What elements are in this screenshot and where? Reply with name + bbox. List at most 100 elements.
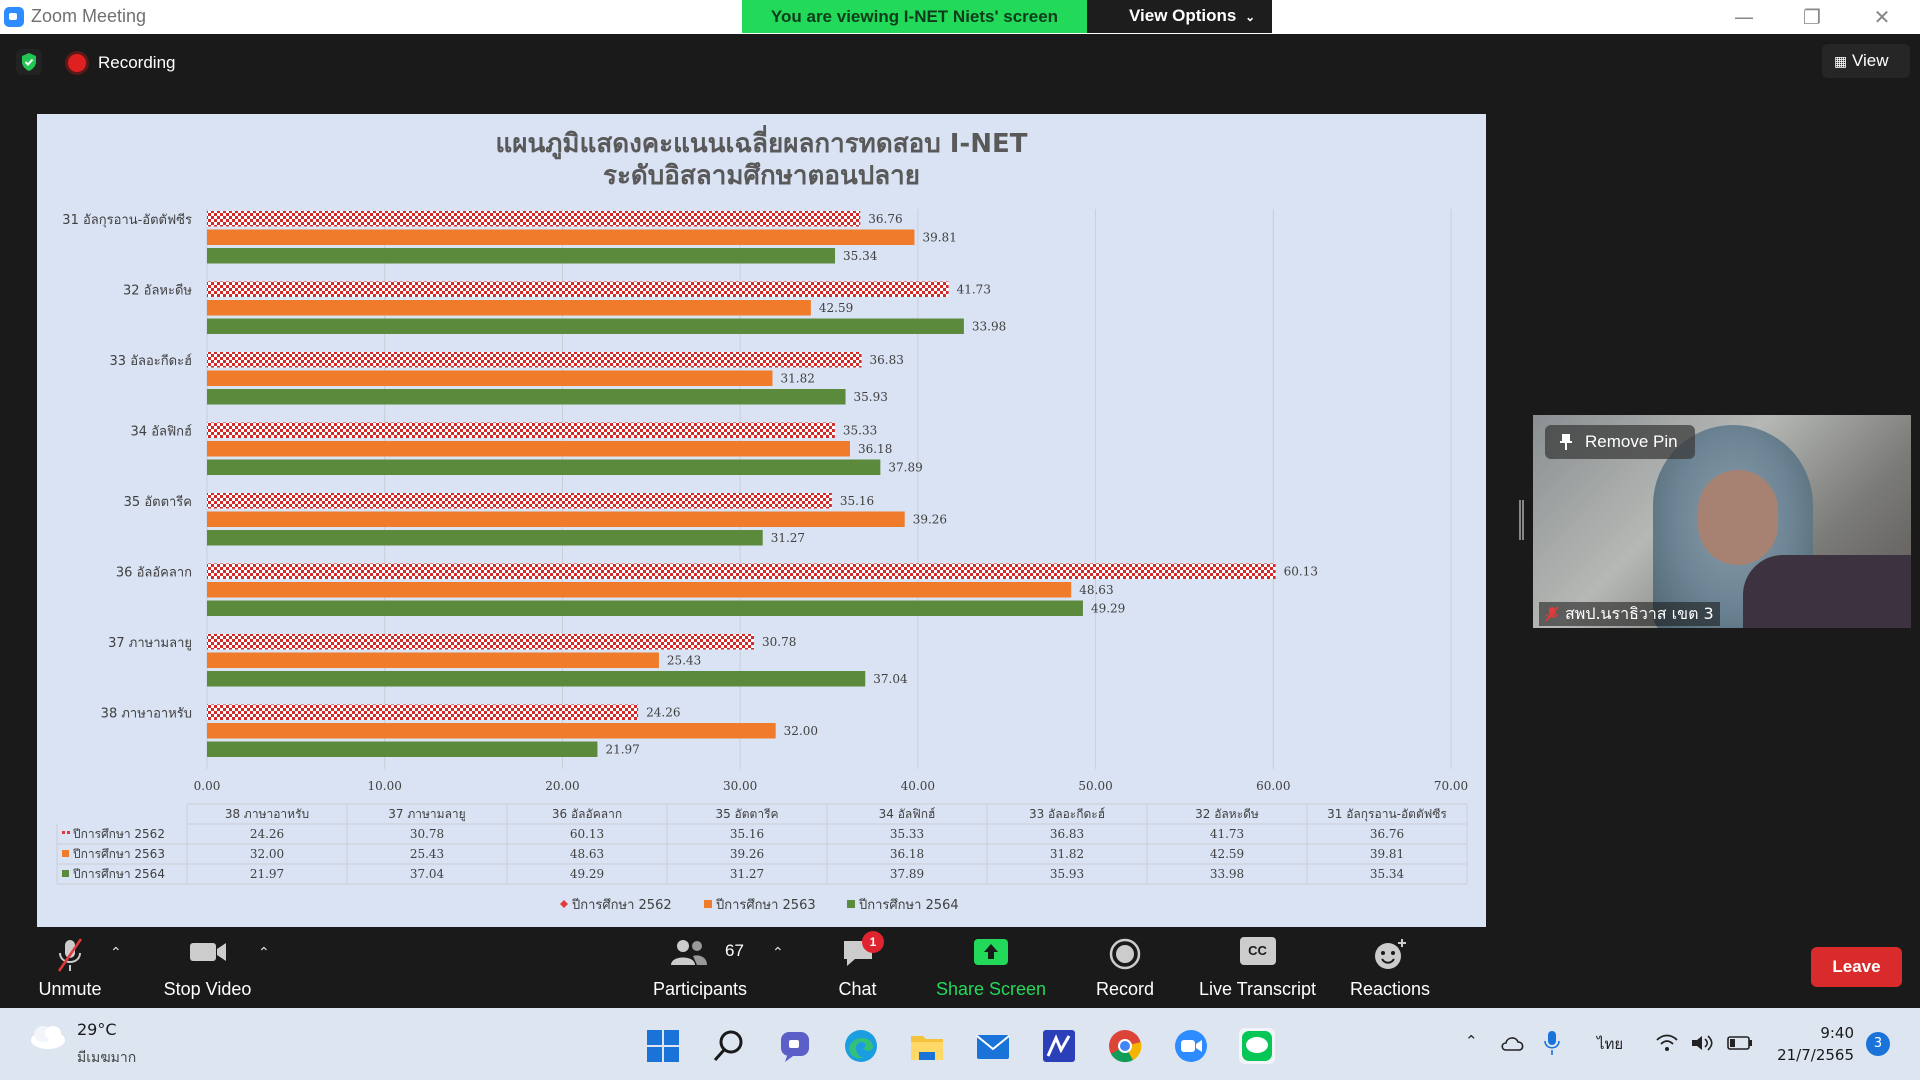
category-label: 35 อัตตารีค	[124, 494, 192, 510]
minimize-button[interactable]: —	[1734, 5, 1754, 29]
share-screen-icon	[974, 939, 1008, 965]
whiteboard-icon[interactable]	[1039, 1026, 1079, 1066]
bar-3	[207, 318, 964, 334]
resize-handle[interactable]	[1519, 500, 1524, 540]
windows-taskbar: 29°C มีเมฆมาก ⌃ ไทย 9:40 21/7/2565 3	[0, 1008, 1920, 1080]
clock-date: 21/7/2565	[1777, 1046, 1854, 1064]
table-header: 35 อัตตารีค	[715, 807, 778, 821]
leave-button[interactable]: Leave	[1811, 947, 1902, 987]
category-label: 38 ภาษาอาหรับ	[101, 707, 192, 722]
reactions-button[interactable]: Reactions	[1345, 927, 1435, 1008]
table-cell: 35.93	[1050, 867, 1084, 881]
bar-3	[207, 389, 846, 405]
table-cell: 25.43	[410, 847, 444, 861]
table-cell: 21.97	[250, 867, 284, 881]
temperature[interactable]: 29°C	[77, 1020, 117, 1039]
share-screen-label: Share Screen	[935, 979, 1047, 999]
participant-name: สพป.นราธิวาส เขต 3	[1565, 604, 1714, 623]
microphone-icon[interactable]	[1543, 1030, 1561, 1056]
bar-2	[207, 652, 659, 668]
video-tile[interactable]: Remove Pin สพป.นราธิวาส เขต 3	[1533, 415, 1911, 628]
chrome-icon[interactable]	[1105, 1026, 1145, 1066]
wifi-icon[interactable]	[1655, 1034, 1679, 1052]
unmute-button[interactable]: Unmute	[20, 927, 120, 1008]
legend-key	[847, 900, 855, 908]
table-legend-key	[62, 850, 69, 857]
table-cell: 33.98	[1210, 867, 1244, 881]
zoom-taskbar-icon[interactable]	[1171, 1026, 1211, 1066]
restore-button[interactable]: ❐	[1803, 5, 1821, 29]
data-label: 24.26	[646, 706, 680, 720]
search-icon[interactable]	[709, 1026, 749, 1066]
cloud-icon[interactable]	[28, 1022, 68, 1050]
teams-chat-icon[interactable]	[775, 1026, 815, 1066]
notification-badge[interactable]: 3	[1866, 1032, 1890, 1056]
muted-mic-icon	[1545, 606, 1559, 622]
remove-pin-label: Remove Pin	[1585, 432, 1678, 451]
audio-options-caret-icon[interactable]: ⌃	[110, 945, 122, 961]
data-label: 33.98	[972, 320, 1006, 334]
table-cell: 32.00	[250, 847, 284, 861]
file-explorer-icon[interactable]	[907, 1026, 947, 1066]
cc-icon: CC	[1239, 937, 1276, 965]
table-header: 33 อัลอะกีดะฮ์	[1029, 807, 1105, 821]
table-cell: 48.63	[570, 847, 604, 861]
table-header: 32 อัลหะดีษ	[1195, 807, 1259, 821]
legend-key	[704, 900, 712, 908]
data-label: 36.18	[858, 442, 892, 456]
view-options-button[interactable]: View Options ⌄	[1087, 0, 1272, 33]
bar-3	[207, 600, 1083, 616]
data-label: 39.26	[913, 513, 947, 527]
volume-icon[interactable]	[1690, 1034, 1714, 1052]
taskbar-clock[interactable]: 9:40 21/7/2565	[1770, 1022, 1854, 1066]
security-shield-icon[interactable]	[16, 49, 42, 75]
x-tick-label: 10.00	[368, 779, 402, 793]
windows-start-icon[interactable]	[643, 1026, 683, 1066]
weather-description[interactable]: มีเมฆมาก	[77, 1050, 137, 1066]
edge-browser-icon[interactable]	[841, 1026, 881, 1066]
participants-button[interactable]: 67 Participants	[645, 927, 755, 1008]
table-legend-key	[62, 870, 69, 877]
chat-button[interactable]: 1 Chat	[820, 927, 895, 1008]
table-header: 31 อัลกุรอาน-อัตตัฟซีร	[1327, 807, 1447, 822]
table-row-label: ปีการศึกษา 2562	[72, 827, 165, 841]
zoom-app-icon	[4, 7, 24, 27]
data-label: 49.29	[1091, 602, 1125, 616]
data-label: 25.43	[667, 654, 701, 668]
bar-2	[207, 370, 773, 386]
remove-pin-button[interactable]: Remove Pin	[1545, 425, 1695, 459]
bar-2	[207, 300, 811, 316]
mail-icon[interactable]	[973, 1026, 1013, 1066]
share-screen-button[interactable]: Share Screen	[930, 927, 1052, 1008]
live-transcript-button[interactable]: CC Live Transcript	[1190, 927, 1325, 1008]
data-label: 35.34	[843, 249, 878, 263]
close-button[interactable]: ✕	[1873, 5, 1891, 29]
record-button[interactable]: Record	[1085, 927, 1165, 1008]
muted-mic-icon	[57, 938, 83, 972]
table-cell: 35.33	[890, 827, 924, 841]
data-label: 48.63	[1079, 583, 1113, 597]
meeting-info-bar: Recording ▦ View	[0, 34, 1920, 92]
category-label: 34 อัลฟิกฮ์	[131, 424, 192, 440]
onedrive-cloud-icon[interactable]	[1500, 1034, 1526, 1052]
chart-title-block: แผนภูมิแสดงคะแนนเฉลี่ยผลการทดสอบ I-NET ร…	[37, 128, 1486, 192]
table-row-label: ปีการศึกษา 2563	[72, 847, 165, 861]
data-label: 37.04	[873, 672, 908, 686]
participants-options-caret-icon[interactable]: ⌃	[772, 945, 784, 961]
battery-icon[interactable]	[1727, 1036, 1753, 1050]
bar-3	[207, 530, 763, 546]
table-header: 38 ภาษาอาหรับ	[225, 807, 309, 821]
tray-chevron-icon[interactable]: ⌃	[1465, 1032, 1478, 1050]
stop-video-button[interactable]: Stop Video	[155, 927, 260, 1008]
bar-3	[207, 459, 881, 475]
line-app-icon[interactable]	[1237, 1026, 1277, 1066]
input-language[interactable]: ไทย	[1597, 1035, 1624, 1053]
view-button[interactable]: ▦ View	[1822, 44, 1910, 78]
meeting-toolbar: Unmute ⌃ Stop Video ⌃ 67 Participants ⌃ …	[0, 927, 1920, 1008]
x-tick-label: 30.00	[723, 779, 757, 793]
live-transcript-label: Live Transcript	[1198, 979, 1317, 999]
video-options-caret-icon[interactable]: ⌃	[258, 945, 270, 961]
data-label: 31.27	[771, 531, 805, 545]
chart-labels: 31 อัลกุรอาน-อัตตัฟซีร 36.76 39.81 35.34 32 …	[62, 212, 1318, 757]
viewing-screen-banner: You are viewing I-NET Niets' screen	[742, 0, 1087, 33]
